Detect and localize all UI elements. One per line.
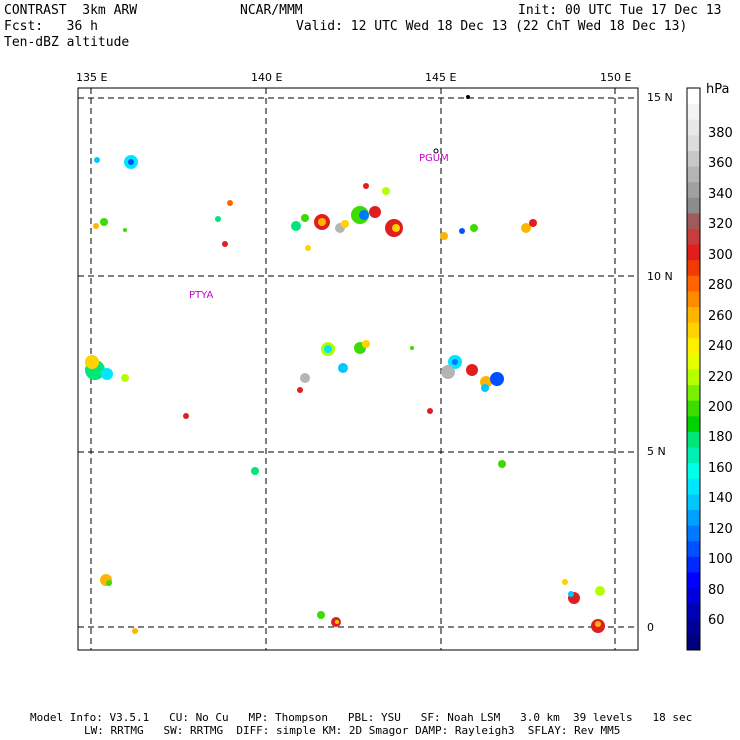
colorbar-swatch	[687, 212, 700, 229]
colorbar-swatch	[687, 415, 700, 432]
lat-tick-5n: 5 N	[647, 445, 666, 458]
colorbar-swatch	[687, 493, 700, 510]
field-name: Ten-dBZ altitude	[4, 35, 130, 50]
colorbar-label: 200	[708, 399, 733, 415]
colorbar-swatch	[687, 181, 700, 198]
colorbar-label: 300	[708, 247, 733, 263]
lat-tick-10n: 10 N	[647, 270, 673, 283]
colorbar-label: 240	[708, 339, 733, 355]
colorbar-swatch	[687, 509, 700, 526]
colorbar-swatch	[687, 369, 700, 386]
colorbar-swatch	[687, 603, 700, 620]
map-frame	[77, 87, 639, 651]
place-label-pgum: PGUM	[419, 153, 449, 164]
colorbar-swatch	[687, 197, 700, 214]
model-info-line2: LW: RRTMG SW: RRTMG DIFF: simple KM: 2D …	[84, 724, 621, 737]
colorbar-swatch	[687, 290, 700, 308]
colorbar-swatch	[687, 462, 700, 479]
lon-tick-140: 140 E	[251, 71, 283, 84]
colorbar-swatch	[687, 447, 700, 464]
colorbar-swatch	[687, 618, 700, 635]
colorbar-label: 120	[708, 521, 733, 537]
colorbar-unit: hPa	[706, 82, 730, 97]
colorbar	[686, 87, 701, 651]
colorbar-label: 380	[708, 126, 733, 141]
colorbar-label: 160	[708, 460, 733, 476]
colorbar-swatch	[687, 150, 700, 167]
colorbar-swatch	[687, 431, 700, 448]
colorbar-label: 260	[708, 308, 733, 324]
colorbar-swatch	[687, 571, 700, 589]
init-time: Init: 00 UTC Tue 17 Dec 13	[518, 3, 722, 18]
colorbar-label: 140	[708, 491, 733, 507]
valid-time: Valid: 12 UTC Wed 18 Dec 13 (22 ChT Wed …	[296, 19, 688, 34]
lon-tick-145: 145 E	[425, 71, 457, 84]
colorbar-label: 360	[708, 156, 733, 172]
colorbar-swatch	[687, 275, 700, 292]
colorbar-swatch	[687, 478, 700, 495]
colorbar-swatch	[687, 134, 700, 151]
colorbar-label: 60	[708, 613, 725, 628]
colorbar-swatch	[687, 119, 700, 136]
reflectivity-echoes	[85, 155, 605, 634]
lon-tick-135: 135 E	[76, 71, 108, 84]
colorbar-swatch	[687, 353, 700, 370]
place-label-ptya: PTYA	[189, 290, 213, 301]
colorbar-swatch	[687, 525, 700, 542]
colorbar-swatch	[687, 337, 700, 354]
colorbar-swatch	[687, 400, 700, 417]
colorbar-swatch	[687, 587, 700, 604]
colorbar-swatch	[687, 634, 700, 651]
forecast-hour: Fcst: 36 h	[4, 19, 98, 34]
lat-tick-0: 0	[647, 621, 654, 634]
colorbar-swatch	[687, 540, 700, 557]
colorbar-swatch	[687, 228, 700, 245]
colorbar-label: 280	[708, 278, 733, 294]
colorbar-label: 320	[708, 217, 733, 233]
station-markers: PGUM PTYA	[189, 95, 470, 301]
colorbar-label: 180	[708, 430, 733, 446]
colorbar-swatch	[687, 259, 700, 276]
colorbar-label: 80	[708, 582, 725, 598]
model-title: CONTRAST 3km ARW	[4, 3, 138, 18]
lat-tick-15n: 15 N	[647, 91, 673, 104]
colorbar-swatch	[687, 556, 700, 573]
colorbar-swatch	[687, 166, 700, 183]
colorbar-swatch	[687, 322, 700, 339]
colorbar-swatch	[687, 88, 700, 105]
organization: NCAR/MMM	[240, 3, 303, 18]
colorbar-label: 220	[708, 369, 733, 385]
colorbar-swatch	[687, 306, 700, 323]
colorbar-swatch	[687, 384, 700, 401]
colorbar-label: 100	[708, 552, 733, 568]
model-info-line1: Model Info: V3.5.1 CU: No Cu MP: Thompso…	[30, 711, 693, 724]
colorbar-swatch	[687, 244, 700, 261]
lon-tick-150: 150 E	[600, 71, 632, 84]
colorbar-swatch	[687, 103, 700, 120]
colorbar-label: 340	[708, 186, 733, 202]
